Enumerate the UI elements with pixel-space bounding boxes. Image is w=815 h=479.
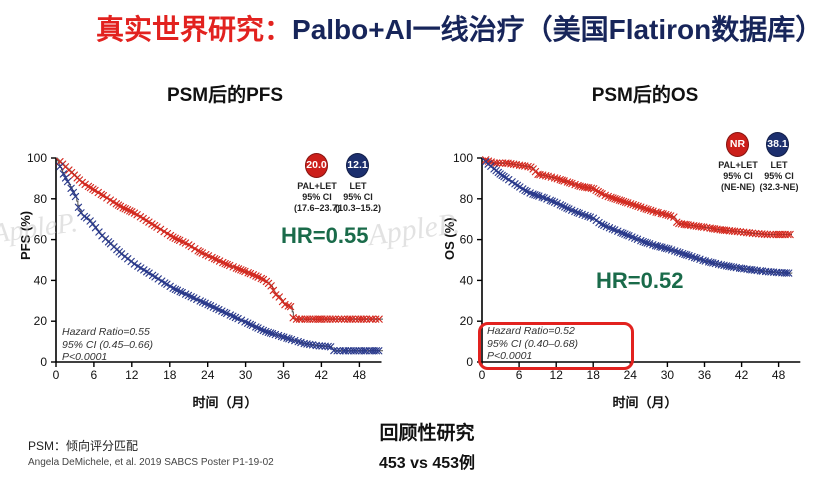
svg-text:0: 0 [479,368,486,382]
svg-text:24: 24 [624,368,638,382]
svg-text:40: 40 [460,273,474,287]
svg-text:80: 80 [460,192,474,206]
svg-text:36: 36 [698,368,712,382]
svg-text:18: 18 [587,368,601,382]
svg-text:48: 48 [772,368,786,382]
svg-text:0: 0 [466,355,473,369]
svg-text:30: 30 [661,368,675,382]
svg-text:100: 100 [453,151,473,165]
svg-text:6: 6 [516,368,523,382]
svg-text:12: 12 [550,368,564,382]
svg-text:20: 20 [460,314,474,328]
svg-text:42: 42 [735,368,749,382]
